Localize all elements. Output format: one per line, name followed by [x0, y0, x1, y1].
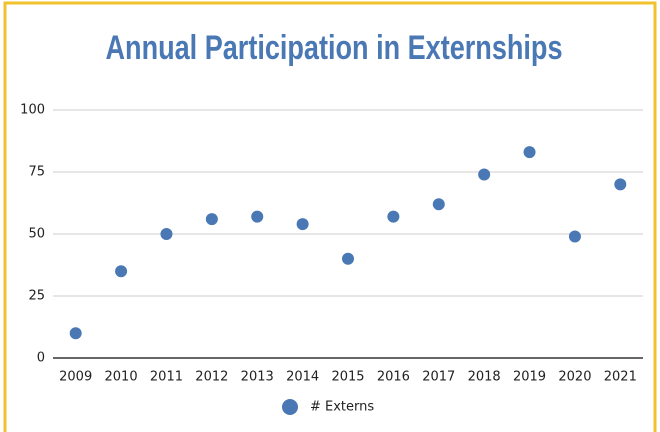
- chart-title: Annual Participation in Externships: [106, 29, 563, 67]
- x-tick-label: 2011: [150, 370, 183, 385]
- data-point: [205, 213, 218, 226]
- x-tick-label: 2016: [377, 370, 410, 385]
- x-tick-label: 2021: [604, 370, 637, 385]
- y-tick-label: 75: [28, 165, 45, 180]
- x-tick-label: 2010: [105, 370, 138, 385]
- x-tick-label: 2009: [59, 370, 92, 385]
- data-point: [69, 327, 82, 340]
- x-tick-label: 2019: [513, 370, 546, 385]
- x-tick-label: 2014: [286, 370, 319, 385]
- y-tick-label: 50: [28, 227, 45, 242]
- legend-marker: [282, 399, 298, 415]
- y-tick-label: 100: [20, 103, 45, 118]
- legend-label: # Externs: [310, 400, 374, 415]
- data-point: [160, 228, 173, 240]
- x-tick-label: 2013: [241, 370, 274, 385]
- data-point: [523, 146, 536, 159]
- data-point: [342, 252, 354, 265]
- data-point: [387, 210, 400, 223]
- y-tick-label: 25: [28, 289, 45, 304]
- y-tick-label: 0: [37, 351, 45, 366]
- data-point: [432, 198, 445, 211]
- data-point: [478, 168, 491, 181]
- data-point: [296, 218, 309, 231]
- x-tick-label: 2017: [422, 370, 455, 385]
- data-point: [568, 230, 581, 243]
- data-point: [614, 178, 627, 191]
- frame: [3, 1, 657, 432]
- x-tick-label: 2012: [195, 370, 228, 385]
- x-tick-label: 2020: [558, 370, 591, 385]
- x-tick-label: 2018: [468, 370, 501, 385]
- data-point: [115, 265, 128, 278]
- x-tick-label: 2015: [331, 370, 364, 385]
- data-point: [251, 210, 264, 223]
